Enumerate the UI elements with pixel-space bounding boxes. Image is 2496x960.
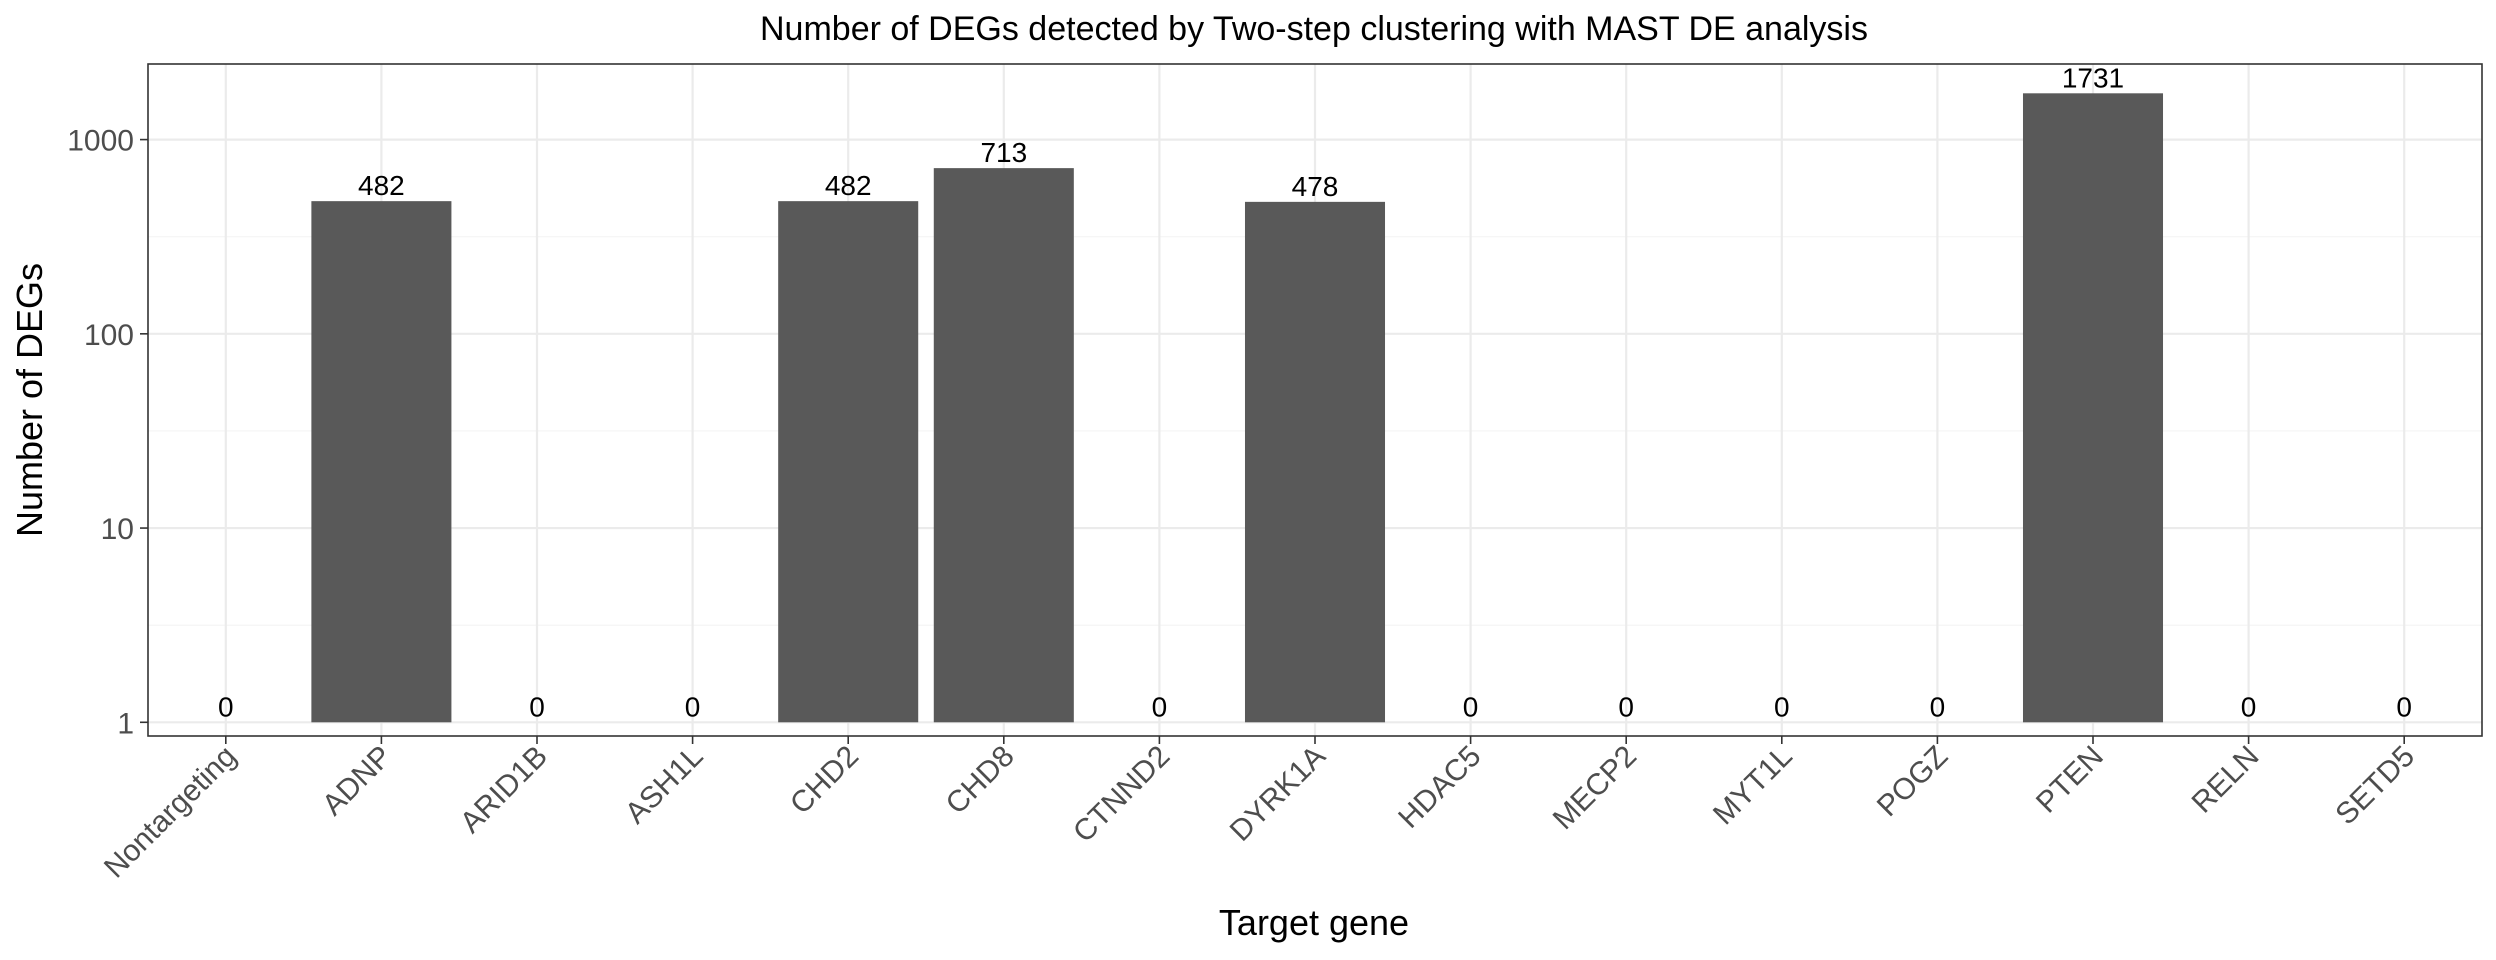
y-axis: 1 10 100 1000 bbox=[67, 125, 148, 740]
bar-value-label: 1731 bbox=[2062, 62, 2124, 93]
bars bbox=[311, 93, 2164, 723]
y-tick-label: 10 bbox=[101, 513, 134, 546]
bar-value-label: 0 bbox=[1618, 691, 1634, 722]
chart-title: Number of DEGs detected by Two-step clus… bbox=[760, 10, 1868, 48]
x-axis: Nontargeting ADNP ARID1B ASH1L CHD2 CHD8 CTNND… bbox=[98, 736, 2421, 884]
x-tick-label: MYT1L bbox=[1707, 740, 1799, 832]
bar-value-label: 0 bbox=[1774, 691, 1790, 722]
x-tick-label: CHD2 bbox=[784, 740, 865, 821]
y-tick-label: 1 bbox=[117, 707, 134, 740]
bar-value-label: 0 bbox=[1152, 691, 1168, 722]
y-tick-label: 100 bbox=[84, 319, 134, 352]
x-axis-title: Target gene bbox=[1219, 902, 1409, 943]
bar-value-label: 713 bbox=[980, 137, 1027, 168]
y-axis-title: Number of DEGs bbox=[9, 263, 50, 537]
bar-chd8 bbox=[933, 168, 1074, 723]
y-tick-label: 1000 bbox=[67, 125, 134, 158]
x-tick-label: PTEN bbox=[2030, 740, 2110, 820]
bar-value-label: 478 bbox=[1292, 171, 1339, 202]
bar-chd2 bbox=[778, 201, 919, 723]
x-tick-label: MECP2 bbox=[1547, 740, 1643, 836]
x-tick-label: CTNND2 bbox=[1067, 740, 1176, 849]
x-tick-label: RELN bbox=[2186, 740, 2266, 820]
bar-value-label: 482 bbox=[825, 170, 872, 201]
x-tick-label: ARID1B bbox=[454, 740, 554, 840]
bar-value-label: 0 bbox=[1463, 691, 1479, 722]
x-tick-label: SETD5 bbox=[2329, 740, 2421, 832]
x-tick-label: ASH1L bbox=[619, 740, 710, 831]
bar-value-label: 0 bbox=[218, 691, 234, 722]
x-tick-label: Nontargeting bbox=[98, 740, 243, 885]
bar-value-label: 0 bbox=[529, 691, 545, 722]
x-tick-label: ADNP bbox=[316, 740, 398, 822]
x-tick-label: DYRK1A bbox=[1224, 740, 1332, 848]
bar-value-label: 0 bbox=[1930, 691, 1946, 722]
bar-pten bbox=[2022, 93, 2164, 723]
x-tick-label: CHD8 bbox=[940, 740, 1021, 821]
bar-labels: 0 482 0 0 482 713 0 478 0 0 0 0 1731 0 0 bbox=[218, 62, 2412, 722]
bar-value-label: 0 bbox=[2241, 691, 2257, 722]
bar-value-label: 0 bbox=[685, 691, 701, 722]
bar-value-label: 0 bbox=[2396, 691, 2412, 722]
x-tick-label: POGZ bbox=[1871, 740, 1954, 823]
bar-adnp bbox=[311, 201, 452, 723]
x-tick-label: HDAC5 bbox=[1392, 740, 1487, 835]
bar-dyrk1a bbox=[1244, 201, 1386, 723]
bar-value-label: 482 bbox=[358, 170, 405, 201]
